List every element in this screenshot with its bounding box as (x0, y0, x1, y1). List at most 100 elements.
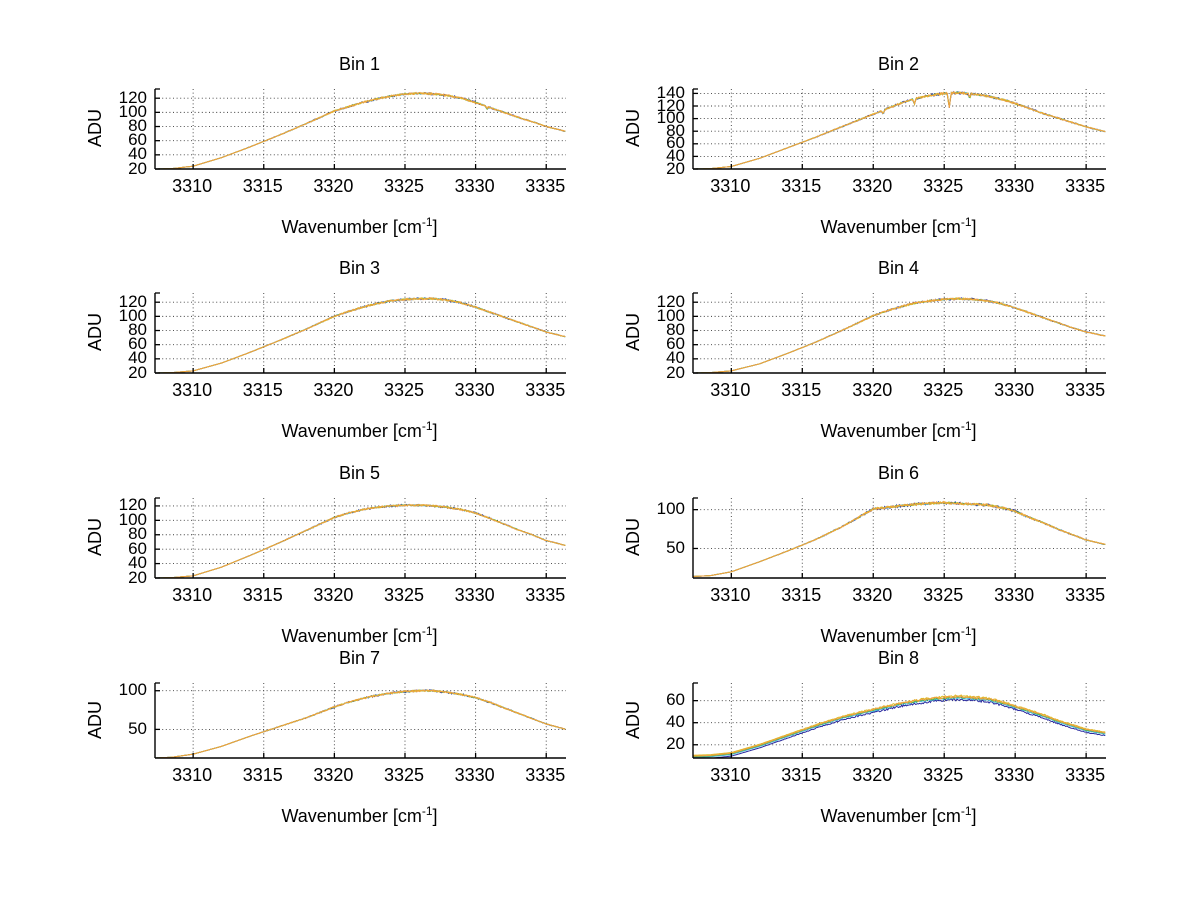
series-line-scan-cyan (154, 297, 566, 374)
x-axis-label-text-end: ] (432, 626, 438, 646)
x-tick-label: 3310 (710, 765, 751, 785)
x-axis-label-superscript: -1 (960, 804, 972, 818)
y-tick-label: 20 (666, 734, 685, 754)
x-tick-label: 3325 (923, 585, 964, 605)
series-line-scan-orange (154, 297, 566, 374)
plot-area (154, 682, 566, 759)
x-tick-label: 3335 (525, 765, 566, 785)
x-axis-label: Wavenumber [cm-1] (154, 619, 565, 646)
x-axis-label-text-end: ] (971, 626, 977, 646)
series-line-scan-yellow (154, 91, 566, 170)
series-line-scan-orange (154, 91, 566, 170)
series-line-scan-green (154, 504, 566, 579)
series-line-scan-green (692, 297, 1106, 374)
y-tick-label: 20 (666, 362, 685, 382)
subplot-title: Bin 1 (338, 54, 381, 74)
x-tick-label: 3325 (923, 765, 964, 785)
y-tick-label: 60 (128, 334, 147, 354)
x-tick-label: 3310 (172, 380, 213, 400)
plot-area (692, 497, 1106, 579)
y-tick-label: 100 (656, 108, 685, 128)
x-tick-label: 3320 (852, 176, 893, 196)
y-tick-label: 60 (666, 690, 685, 710)
x-axis-label-superscript: -1 (960, 419, 972, 433)
x-tick-label: 3335 (525, 585, 566, 605)
x-tick-label: 3310 (172, 585, 213, 605)
x-tick-label: 3315 (781, 176, 822, 196)
plot-area (154, 292, 566, 374)
y-tick-label: 80 (128, 320, 147, 340)
y-tick-label: 120 (656, 95, 685, 115)
x-tick-label: 3310 (710, 176, 751, 196)
subplot-title: Bin 3 (338, 258, 381, 278)
x-axis-label-superscript: -1 (960, 624, 972, 638)
x-tick-label: 3325 (383, 380, 424, 400)
x-tick-label: 3320 (313, 380, 354, 400)
plot-area (154, 88, 566, 170)
y-tick-label: 120 (656, 291, 685, 311)
y-tick-label: 80 (128, 116, 147, 136)
x-tick-label: 3330 (454, 585, 495, 605)
y-tick-label: 40 (128, 348, 147, 368)
x-tick-label: 3330 (994, 176, 1035, 196)
x-tick-label: 3330 (994, 765, 1035, 785)
x-tick-label: 3315 (781, 585, 822, 605)
x-tick-label: 3330 (994, 380, 1035, 400)
x-axis-label: Wavenumber [cm-1] (692, 799, 1105, 826)
y-tick-label: 100 (118, 509, 147, 529)
y-tick-label: 40 (128, 553, 147, 573)
subplot-title: Bin 8 (877, 648, 920, 668)
series-line-scan-yellow (692, 297, 1106, 374)
y-tick-label: 40 (666, 712, 685, 732)
x-axis-label-text-end: ] (432, 217, 438, 237)
y-tick-label: 20 (128, 567, 147, 587)
plot-area (154, 497, 566, 579)
series-line-scan-orange (692, 91, 1106, 170)
series-line-scan-blue (692, 297, 1106, 374)
x-tick-label: 3310 (710, 380, 751, 400)
series-line-scan-yellow (692, 91, 1106, 170)
plot-area (692, 292, 1106, 374)
series-line-scan-orange (692, 695, 1106, 757)
x-axis-label-superscript: -1 (421, 419, 433, 433)
subplot-title: Bin 7 (338, 648, 381, 668)
x-tick-label: 3310 (710, 585, 751, 605)
x-axis-label-superscript: -1 (960, 215, 972, 229)
x-axis-label-superscript: -1 (421, 215, 433, 229)
series-line-scan-cyan (692, 297, 1106, 374)
series-line-scan-orange (154, 503, 566, 579)
x-tick-label: 3330 (454, 380, 495, 400)
y-tick-label: 100 (118, 305, 147, 325)
series-line-scan-blue (693, 698, 1106, 759)
y-tick-label: 60 (128, 538, 147, 558)
x-tick-label: 3315 (242, 765, 283, 785)
y-tick-label: 100 (656, 305, 685, 325)
plot-area (692, 88, 1106, 170)
x-axis-label-text: Wavenumber [cm (820, 421, 961, 441)
x-axis-label: Wavenumber [cm-1] (154, 210, 565, 237)
x-axis-label-text: Wavenumber [cm (820, 217, 961, 237)
x-axis-label-superscript: -1 (421, 804, 433, 818)
x-tick-label: 3320 (852, 380, 893, 400)
subplot-title: Bin 2 (877, 54, 920, 74)
y-tick-label: 50 (128, 718, 147, 738)
x-tick-label: 3315 (781, 380, 822, 400)
x-tick-label: 3315 (781, 765, 822, 785)
series-line-scan-cyan (692, 696, 1106, 758)
x-axis-label-text-end: ] (971, 421, 977, 441)
x-axis-label-text: Wavenumber [cm (281, 806, 422, 826)
series-line-scan-orange (692, 297, 1106, 374)
x-axis-label-text-end: ] (971, 217, 977, 237)
y-tick-label: 20 (128, 362, 147, 382)
series-line-scan-cyan (154, 504, 566, 579)
x-axis-label-text-end: ] (432, 421, 438, 441)
x-tick-label: 3315 (242, 585, 283, 605)
x-tick-label: 3335 (525, 380, 566, 400)
series-line-scan-green (154, 297, 566, 374)
x-tick-label: 3325 (383, 585, 424, 605)
x-axis-label: Wavenumber [cm-1] (692, 210, 1105, 237)
x-axis-label-text-end: ] (432, 806, 438, 826)
series-line-scan-green (154, 92, 566, 170)
x-tick-label: 3335 (1065, 380, 1106, 400)
